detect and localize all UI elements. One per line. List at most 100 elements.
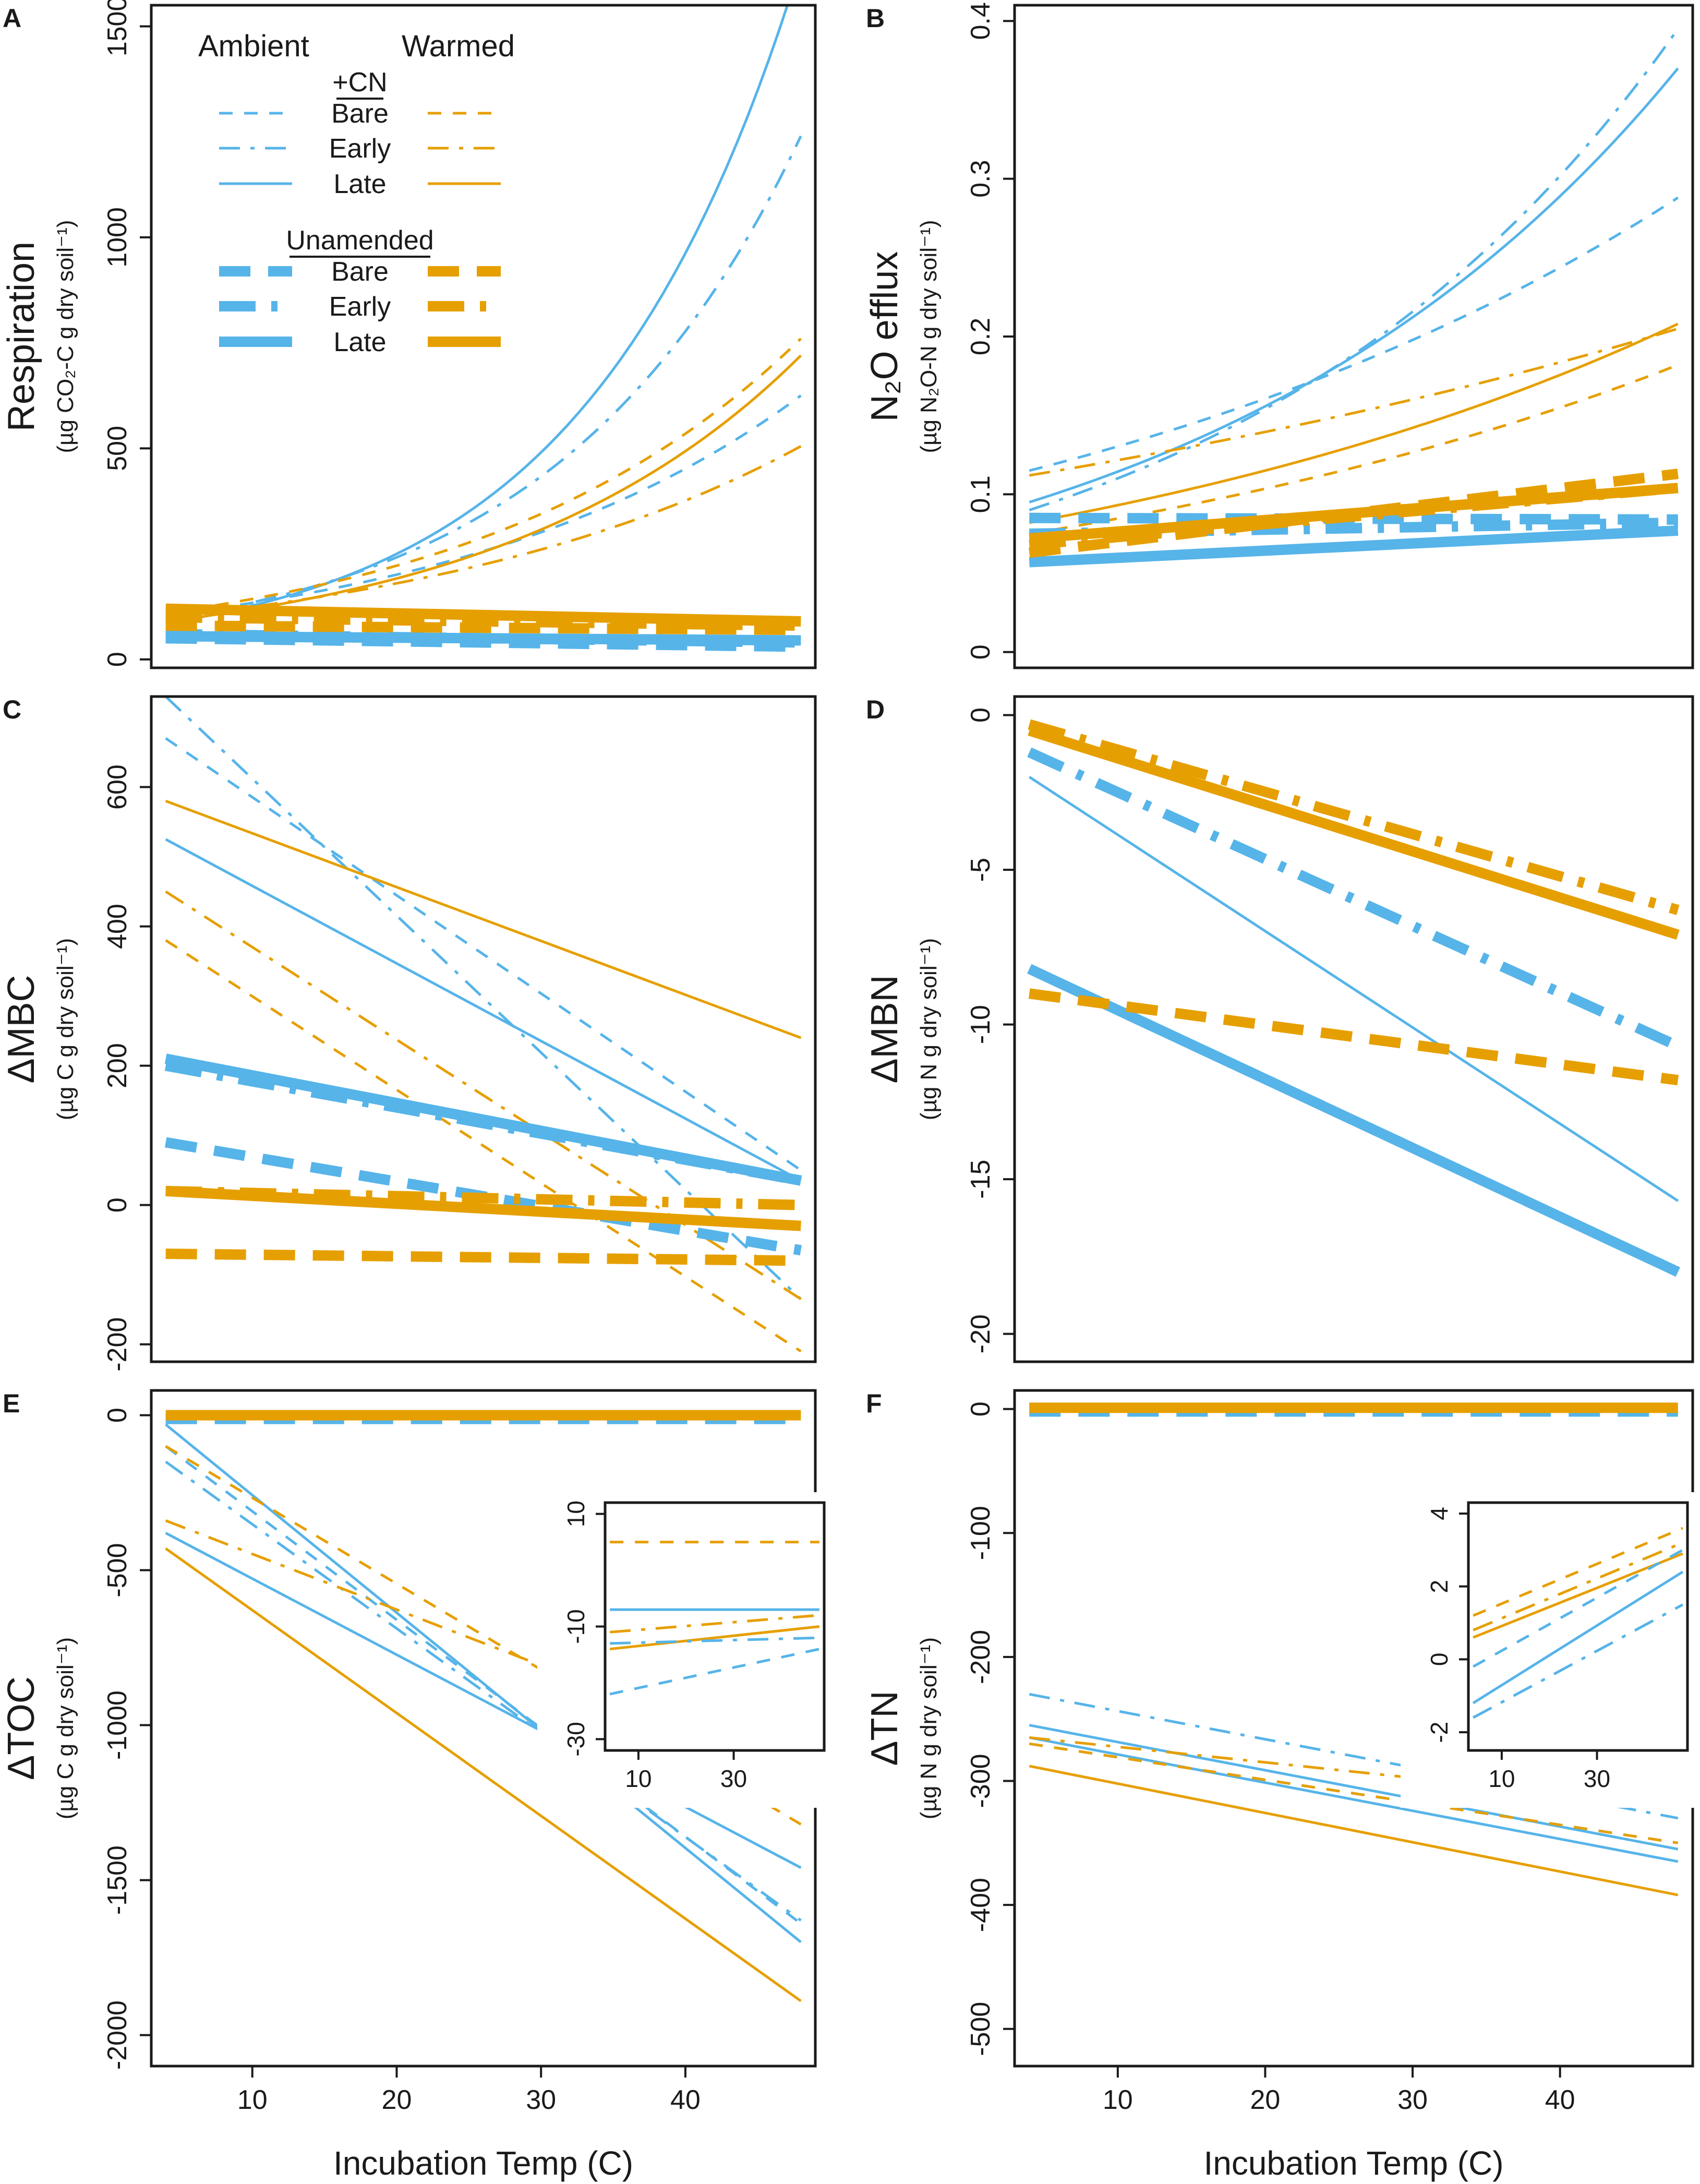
y-tick-label: 200 [102, 1043, 132, 1088]
inset-x-tick-label: 30 [720, 1765, 747, 1792]
series-line-warmed-un-solid [1028, 725, 1680, 940]
series-group [1027, 719, 1680, 1277]
series-line-warmed-cn-solid [1029, 1765, 1679, 1897]
inset-background [537, 1492, 835, 1808]
series-line-ambient-cn-dashed [165, 394, 802, 617]
panel-letter: E [3, 1389, 20, 1418]
y-tick-label: 600 [102, 764, 132, 810]
series-line-ambient-cn-dashdot [165, 135, 802, 621]
series-line-warmed-inset-solid [609, 1625, 820, 1651]
legend-background [172, 16, 548, 376]
series-line-warmed-cn-solid [1029, 322, 1679, 524]
panel-letter: C [3, 695, 21, 724]
panel-letter: F [866, 1389, 882, 1418]
y-tick-label: -500 [102, 1543, 132, 1598]
y-axis-units: (µg N g dry soil⁻¹) [916, 938, 942, 1120]
legend-row-label: Late [333, 169, 386, 199]
series-group [165, 5, 802, 652]
y-tick-label: -100 [966, 1506, 996, 1560]
series-line-ambient-un-dashdot [1027, 747, 1680, 1051]
y-tick-label: -10 [966, 1005, 996, 1044]
series-line-warmed-cn-dashed [165, 939, 802, 1353]
inset-y-tick-label: -30 [562, 1722, 589, 1756]
series-line-warmed-un-dashed [165, 1249, 801, 1266]
series-line-warmed-cn-dashdot [1029, 327, 1679, 477]
y-axis-title: ΔMBN [864, 975, 906, 1083]
panel-C: C -200 0 200 400 600 ΔMBC (µg C g dry soil⁻¹) [1, 695, 817, 1372]
y-tick-label: -400 [966, 1878, 996, 1932]
inset-y-tick-label: 2 [1426, 1580, 1453, 1593]
series-line-warmed-cn-dashed [165, 338, 802, 615]
series-line-warmed-inset-dashed [1473, 1527, 1683, 1617]
series-line-warmed-un-dashdot [1028, 719, 1680, 915]
y-tick-label: 0 [102, 1408, 132, 1423]
plot-frame [150, 695, 817, 1363]
series-line-ambient-inset-solid [1472, 1570, 1684, 1705]
series-line-warmed-un-dashed [1028, 988, 1679, 1086]
series-line-warmed-cn-solid [165, 1547, 802, 2002]
series-group [164, 697, 802, 1353]
series-line-ambient-cn-dashed [1029, 196, 1679, 472]
x-axis-title: Incubation Temp (C) [1203, 2144, 1503, 2182]
inset-plot: -30 -10 10 10 30 [537, 1492, 835, 1808]
plot-frame [1013, 695, 1694, 1363]
y-tick-label: -5 [966, 858, 996, 882]
y-tick-label: 400 [102, 904, 132, 949]
legend-row-label: Bare [331, 257, 389, 287]
y-tick-label: -1500 [102, 1845, 132, 1915]
panel-E: E -2000 -1500 -1000 -500 0 10 20 30 40 ΔTOC (µg C g… [1, 1389, 835, 2115]
inset-y-tick-label: 4 [1426, 1507, 1453, 1520]
y-axis-title: N₂O efflux [864, 251, 906, 422]
legend-group-title: +CN [332, 67, 387, 98]
y-tick-label: 0.2 [966, 318, 996, 355]
y-tick-label: 0 [966, 707, 996, 723]
series-line-warmed-cn-solid [165, 799, 802, 1039]
inset-x-tick-label: 30 [1584, 1765, 1610, 1792]
series-line-warmed-inset-dashdot [1473, 1541, 1683, 1631]
legend-group-title: Unamended [286, 225, 433, 256]
series-line-warmed-inset-solid [1473, 1552, 1683, 1639]
series-line-ambient-cn-solid [165, 5, 789, 625]
legend-row-label: Early [329, 292, 391, 322]
panel-letter: B [866, 4, 885, 33]
series-line-ambient-un-solid [1029, 525, 1679, 568]
y-tick-label: -20 [966, 1314, 996, 1353]
series-line-ambient-un-solid [1027, 964, 1680, 1277]
y-tick-label: -2000 [102, 2000, 132, 2070]
inset-x-tick-label: 10 [625, 1765, 652, 1792]
inset-series-group [609, 1541, 820, 1696]
inset-frame [1467, 1501, 1689, 1752]
panel-A: A 0 500 1000 1500 Respiration (µg CO₂-C g dry … [1, 0, 817, 669]
series-line-warmed-cn-dashed [1029, 1742, 1679, 1844]
x-tick-label: 30 [1397, 2085, 1428, 2115]
series-group [1029, 1402, 1679, 1897]
series-line-ambient-cn-dashdot [164, 697, 802, 1300]
y-tick-label: 0 [966, 1401, 996, 1417]
x-tick-label: 30 [526, 2085, 556, 2115]
series-line-ambient-inset-dashdot [1472, 1603, 1684, 1719]
series-line-ambient-cn-solid [1029, 1724, 1679, 1851]
series-line-ambient-cn-solid [1028, 776, 1679, 1202]
y-tick-label: -500 [966, 2002, 996, 2056]
series-line-warmed-inset-dashdot [609, 1614, 820, 1634]
series-line-ambient-cn-dashed [165, 737, 802, 1171]
y-axis-title: ΔTOC [1, 1676, 42, 1780]
series-line-ambient-cn-solid [1029, 67, 1679, 503]
y-axis-units: (µg C g dry soil⁻¹) [53, 1637, 78, 1819]
series-line-ambient-cn-solid [165, 838, 802, 1182]
panel-D: D -20 -15 -10 -5 0 ΔMBN (µg N g dry soil⁻¹) [864, 695, 1694, 1363]
series-line-warmed-un-solid [165, 1185, 801, 1231]
series-line-ambient-inset-dashdot [610, 1636, 819, 1645]
series-line-warmed-un-solid [1029, 483, 1679, 544]
y-tick-label: 0 [966, 644, 996, 659]
panel-letter: A [3, 4, 21, 33]
y-tick-label: -1000 [102, 1690, 132, 1760]
inset-y-tick-label: -10 [562, 1609, 589, 1643]
series-line-ambient-inset-dashed [609, 1648, 820, 1696]
y-tick-label: 500 [102, 426, 132, 471]
series-line-warmed-cn-solid [165, 354, 802, 623]
legend: Ambient Warmed+CNBareEarlyLateUnamendedBa… [172, 16, 548, 376]
y-tick-label: -300 [966, 1754, 996, 1808]
